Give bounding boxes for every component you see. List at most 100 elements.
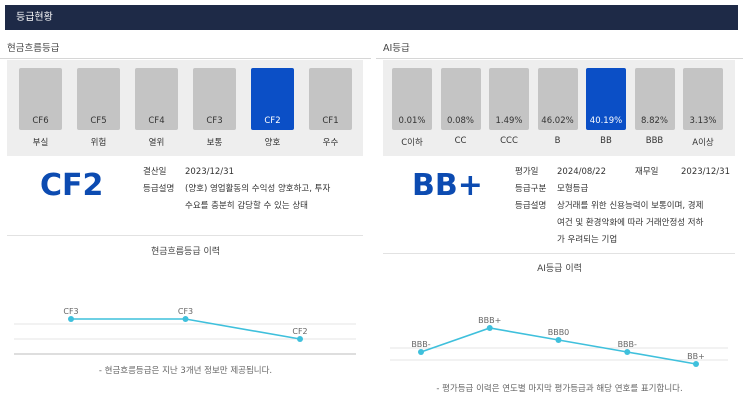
grade-code: 40.19% — [589, 116, 623, 126]
grade-item-양호: CF2 양호 — [251, 68, 294, 148]
grade-box: 0.08% — [440, 68, 481, 130]
grade-box: 3.13% — [683, 68, 723, 130]
grade-label: 우수 — [322, 138, 339, 148]
grade-label: A이상 — [692, 138, 714, 148]
section-divider — [376, 58, 743, 59]
grade-code: CF4 — [148, 116, 165, 126]
grade-code: 0.01% — [398, 116, 426, 126]
cashflow-history-chart: CF3CF3CF22021/12/312022/12/312023/12/31 — [14, 307, 356, 355]
grade-description-label: 등급설명 — [143, 184, 175, 194]
data-point — [486, 325, 493, 331]
grade-box: 8.82% — [634, 68, 675, 130]
data-label: CF3 — [178, 307, 193, 316]
grade-code: CF6 — [32, 116, 49, 126]
cashflow-current-grade: CF2 — [40, 168, 104, 203]
grade-description-line1: 상거래를 위한 신용능력이 보통이며, 경제 — [557, 201, 704, 211]
grade-type-value: 모형등급 — [557, 184, 589, 194]
section-divider — [0, 58, 371, 59]
grade-code: 8.82% — [640, 116, 668, 126]
cashflow-note: - 현금흐름등급은 지난 3개년 정보만 제공됩니다. — [98, 366, 273, 376]
grade-box: 0.01% — [392, 68, 432, 130]
data-label: BBB+ — [478, 316, 501, 325]
grade-label: 열위 — [148, 138, 165, 148]
grade-item-열위: CF4 열위 — [135, 68, 178, 148]
financial-date-value: 2023/12/31 — [681, 167, 730, 177]
grade-item-b: 46.02% B — [537, 68, 578, 146]
grade-item-cc: 0.08% CC — [440, 68, 481, 146]
data-point — [555, 337, 562, 343]
data-label: CF2 — [292, 327, 307, 336]
grade-code: 0.08% — [446, 116, 474, 126]
financial-date-label: 재무일 — [635, 167, 659, 177]
grade-code: 3.13% — [689, 116, 717, 126]
settlement-date-value: 2023/12/31 — [185, 167, 234, 177]
grade-label: BBB — [645, 136, 664, 146]
cashflow-grade-info: 결산일 2023/12/31 등급설명 (양호) 영업활동의 수익성 양호하고,… — [143, 164, 368, 215]
grade-item-부실: CF6 부실 — [19, 68, 62, 148]
grade-item-c이하: 0.01% C이하 — [392, 68, 432, 148]
grade-type-label: 등급구분 — [515, 184, 547, 194]
data-point — [68, 316, 74, 322]
grade-label: 양호 — [264, 138, 281, 148]
data-point — [418, 349, 424, 355]
grade-item-위험: CF5 위험 — [77, 68, 120, 148]
grade-label: BB — [600, 136, 612, 146]
ai-grade-panel: AI등급 0.01% C이하 0.08% CC 1.49% CCC 46.02% B 40.19… — [376, 30, 743, 403]
grade-box: CF2 — [251, 68, 294, 130]
eval-date-value: 2024/08/22 — [557, 167, 606, 177]
divider — [7, 235, 363, 236]
data-point — [693, 361, 699, 367]
data-label: BBB0 — [548, 328, 570, 337]
ai-history-title: AI등급 이력 — [537, 264, 582, 274]
grade-description-label: 등급설명 — [515, 201, 547, 211]
grade-description-line2: 여건 및 환경악화에 따라 거래안정성 저하 — [557, 218, 704, 228]
grade-label: 위험 — [90, 138, 107, 148]
grade-item-bb: 40.19% BB — [586, 68, 626, 146]
cashflow-history-title: 현금흐름등급 이력 — [150, 247, 221, 257]
grade-box: CF5 — [77, 68, 120, 130]
grade-status-header: 등급현황 — [5, 5, 738, 30]
grade-item-ccc: 1.49% CCC — [489, 68, 529, 146]
grade-item-보통: CF3 보통 — [193, 68, 236, 148]
grade-code: 46.02% — [541, 116, 574, 126]
grade-item-bbb: 8.82% BBB — [634, 68, 675, 146]
grade-box: CF3 — [193, 68, 236, 130]
settlement-date-label: 결산일 — [143, 167, 167, 177]
grade-box: 40.19% — [586, 68, 626, 130]
cashflow-grade-scale: CF6 부실 CF5 위험 CF4 열위 CF3 보통 CF2 양호 CF1 우수 — [7, 60, 363, 156]
grade-description-line2: 수요를 충분히 감당할 수 있는 상태 — [185, 201, 308, 211]
cashflow-section-title: 현금흐름등급 — [7, 43, 60, 54]
data-label: BBB- — [618, 340, 637, 349]
divider — [383, 253, 735, 254]
ai-grade-info: 평가일 2024/08/22 재무일 2023/12/31 등급구분 모형등급 … — [515, 164, 740, 249]
data-point — [297, 336, 303, 342]
grade-label: CCC — [500, 136, 518, 146]
grade-label: B — [554, 136, 561, 146]
grade-description-line1: (양호) 영업활동의 수익성 양호하고, 투자 — [185, 184, 331, 194]
grade-code: CF3 — [206, 116, 223, 126]
eval-date-label: 평가일 — [515, 167, 539, 177]
ai-note: - 평가등급 이력은 연도별 마지막 평가등급과 해당 연호를 표기합니다. — [436, 384, 683, 394]
grade-box: CF6 — [19, 68, 62, 130]
data-label: BBB- — [411, 340, 430, 349]
grade-label: 부실 — [32, 138, 49, 148]
data-point — [624, 349, 631, 355]
cashflow-grade-panel: 현금흐름등급 CF6 부실 CF5 위험 CF4 열위 CF3 보통 CF2 양호 CF1 우수 CF… — [0, 30, 371, 403]
grade-box: CF4 — [135, 68, 178, 130]
ai-section-title: AI등급 — [383, 43, 410, 54]
grade-box: CF1 — [309, 68, 352, 130]
grade-code: CF2 — [264, 116, 281, 126]
grade-description-line3: 가 우려되는 기업 — [557, 235, 618, 245]
grade-label: CC — [454, 136, 467, 146]
data-label: CF3 — [63, 307, 78, 316]
grade-box: 1.49% — [489, 68, 529, 130]
grade-code: 1.49% — [495, 116, 523, 126]
grade-label: 보통 — [206, 138, 223, 148]
ai-grade-scale: 0.01% C이하 0.08% CC 1.49% CCC 46.02% B 40.19% BB 8.… — [383, 60, 735, 156]
data-label: BB+ — [687, 352, 705, 361]
ai-current-grade: BB+ — [412, 168, 483, 203]
grade-code: CF5 — [90, 116, 107, 126]
grade-code: CF1 — [322, 116, 339, 126]
grade-label: C이하 — [401, 138, 423, 148]
